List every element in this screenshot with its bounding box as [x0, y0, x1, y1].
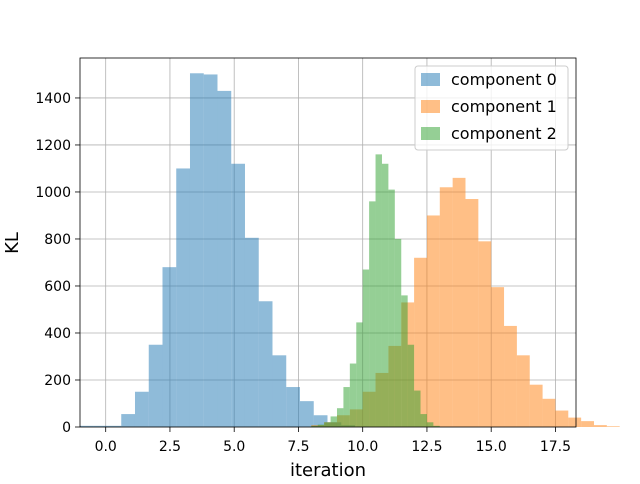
y-tick-label: 1000 [35, 185, 71, 201]
histogram-bar [231, 164, 245, 427]
histogram-bar [149, 345, 163, 427]
histogram-bar [121, 414, 135, 427]
histogram-bar [478, 241, 491, 427]
histogram-bar [272, 355, 286, 427]
histogram-bar [343, 387, 349, 427]
legend-label: component 2 [451, 124, 557, 143]
histogram-bar [259, 301, 273, 427]
y-tick-label: 1200 [35, 138, 71, 154]
histogram-bar [401, 295, 407, 427]
histogram-bar [135, 392, 149, 427]
histogram-bar [376, 154, 382, 427]
histogram-bar [395, 239, 401, 427]
legend-swatch-component-0 [421, 73, 440, 86]
legend: component 0 component 1 component 2 [415, 66, 568, 150]
histogram-bar [453, 178, 466, 427]
y-axis-label: KL [2, 232, 23, 254]
histogram-bar [350, 364, 356, 427]
histogram-bar [300, 401, 314, 427]
histogram-bar [190, 73, 204, 427]
y-tick-label: 600 [44, 279, 71, 295]
histogram-bar [530, 385, 543, 427]
y-tick-label: 200 [44, 373, 71, 389]
histogram-bar [491, 287, 504, 427]
histogram-bar [414, 391, 420, 427]
histogram-bar [440, 187, 453, 427]
x-tick-label: 2.5 [159, 439, 181, 455]
histogram-bar [388, 190, 394, 427]
legend-label: component 1 [451, 97, 557, 116]
y-tick-label: 0 [62, 420, 71, 436]
histogram-bar [607, 426, 620, 427]
histogram-bar [245, 238, 259, 427]
x-axis-label: iteration [290, 460, 366, 480]
x-tick-label: 15.0 [476, 439, 507, 455]
histogram-bar [162, 267, 176, 427]
histogram-bar [555, 411, 568, 427]
histogram-bar [204, 74, 218, 427]
histogram-bar [331, 416, 337, 427]
histogram-bar [581, 421, 594, 427]
histogram-bar [568, 418, 581, 427]
y-tick-label: 800 [44, 232, 71, 248]
histogram-bar [324, 422, 330, 427]
x-tick-label: 12.5 [411, 439, 442, 455]
histogram-bar [465, 199, 478, 427]
histogram-bar [408, 345, 414, 427]
histogram-bar [356, 322, 362, 427]
x-tick-label: 7.5 [287, 439, 309, 455]
histogram-bar [337, 408, 343, 427]
histogram-bar [504, 326, 517, 427]
histogram-bar [217, 91, 231, 427]
x-tick-label: 5.0 [223, 439, 245, 455]
x-tick-label: 10.0 [347, 439, 378, 455]
histogram-bar [427, 215, 440, 427]
histogram-bar [176, 168, 190, 427]
histogram-bar [286, 387, 300, 427]
x-tick-label: 0.0 [95, 439, 117, 455]
histogram-bar [594, 425, 607, 427]
histogram-bar [382, 164, 388, 427]
histogram-bar [363, 270, 369, 427]
legend-swatch-component-2 [421, 127, 440, 140]
y-tick-label: 400 [44, 326, 71, 342]
histogram-bar [517, 355, 530, 427]
histogram-bar [427, 422, 433, 427]
histogram-bar [369, 201, 375, 427]
histogram-bar [543, 399, 556, 427]
legend-swatch-component-1 [421, 100, 440, 113]
y-tick-label: 1400 [35, 91, 71, 107]
legend-label: component 0 [451, 70, 557, 89]
x-tick-label: 17.5 [540, 439, 571, 455]
histogram-bar [421, 414, 427, 427]
